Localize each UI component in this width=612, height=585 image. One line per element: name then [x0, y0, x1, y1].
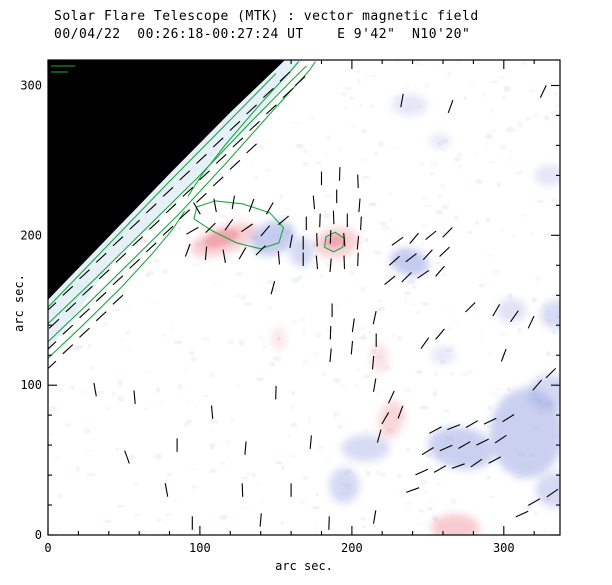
- y-axis-label: arc sec.: [12, 274, 26, 332]
- svg-text:300: 300: [493, 541, 515, 555]
- svg-text:100: 100: [20, 378, 42, 392]
- plot-title: Solar Flare Telescope (MTK) : vector mag…: [54, 9, 479, 24]
- x-axis-label: arc sec.: [275, 559, 333, 573]
- plot-subtitle: 00/04/22 00:26:18-00:27:24 UT E 9'42" N1…: [54, 27, 471, 42]
- svg-text:0: 0: [44, 541, 51, 555]
- svg-text:100: 100: [189, 541, 211, 555]
- svg-text:200: 200: [341, 541, 363, 555]
- svg-text:300: 300: [20, 79, 42, 93]
- svg-text:0: 0: [35, 528, 42, 542]
- svg-text:200: 200: [20, 228, 42, 242]
